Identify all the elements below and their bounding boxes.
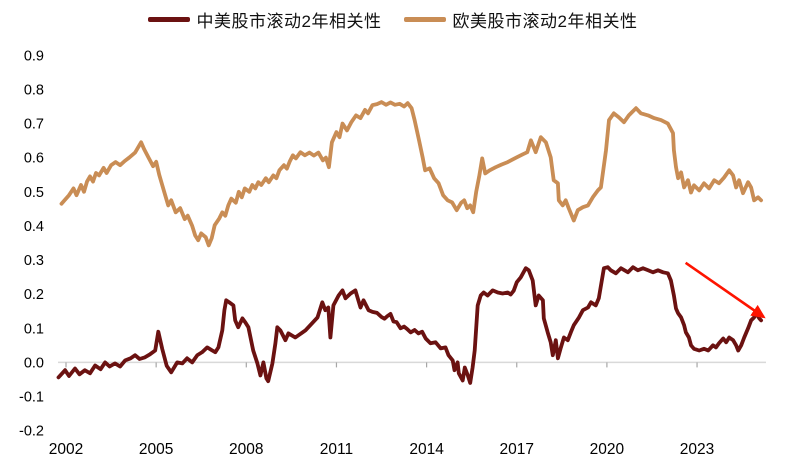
- series-line-eu-us: [59, 100, 763, 248]
- y-tick-label: 0.3: [24, 253, 44, 269]
- legend-label-cn-us: 中美股市滚动2年相关性: [196, 12, 382, 31]
- series-line-cn-us: [56, 265, 763, 385]
- legend-label-eu-us: 欧美股市滚动2年相关性: [452, 12, 638, 31]
- y-tick-label: -0.2: [19, 424, 44, 440]
- legend-swatch-cn-us: [147, 17, 190, 22]
- y-tick-label: 0.5: [24, 185, 44, 201]
- y-tick-label: 0.2: [24, 287, 44, 303]
- x-tick-label: 2008: [229, 441, 263, 458]
- chart-legend: 中美股市滚动2年相关性 欧美股市滚动2年相关性: [0, 7, 785, 32]
- legend-item-eu-us-correlation: 欧美股市滚动2年相关性: [403, 7, 638, 32]
- x-tick-label: 2011: [320, 441, 353, 458]
- x-tick-label: 2002: [49, 441, 83, 458]
- y-tick-label: -0.1: [19, 390, 44, 406]
- y-tick-label: 0.6: [24, 151, 44, 167]
- legend-item-cn-us-correlation: 中美股市滚动2年相关性: [147, 7, 382, 32]
- y-tick-label: 0.7: [24, 117, 44, 133]
- legend-swatch-eu-us: [403, 17, 446, 22]
- y-tick-label: 0.1: [24, 321, 44, 337]
- trend-arrow: [684, 261, 766, 319]
- x-tick-label: 2005: [139, 441, 173, 458]
- y-tick-label: 0.9: [24, 48, 44, 64]
- y-tick-label: 0.8: [24, 82, 44, 98]
- x-tick-label: 2014: [409, 441, 444, 458]
- x-tick-label: 2020: [590, 441, 625, 458]
- x-tick-label: 2023: [680, 441, 714, 458]
- x-tick-label: 2017: [500, 441, 534, 458]
- y-tick-label: 0.0: [24, 355, 44, 371]
- y-tick-label: 0.4: [24, 219, 44, 235]
